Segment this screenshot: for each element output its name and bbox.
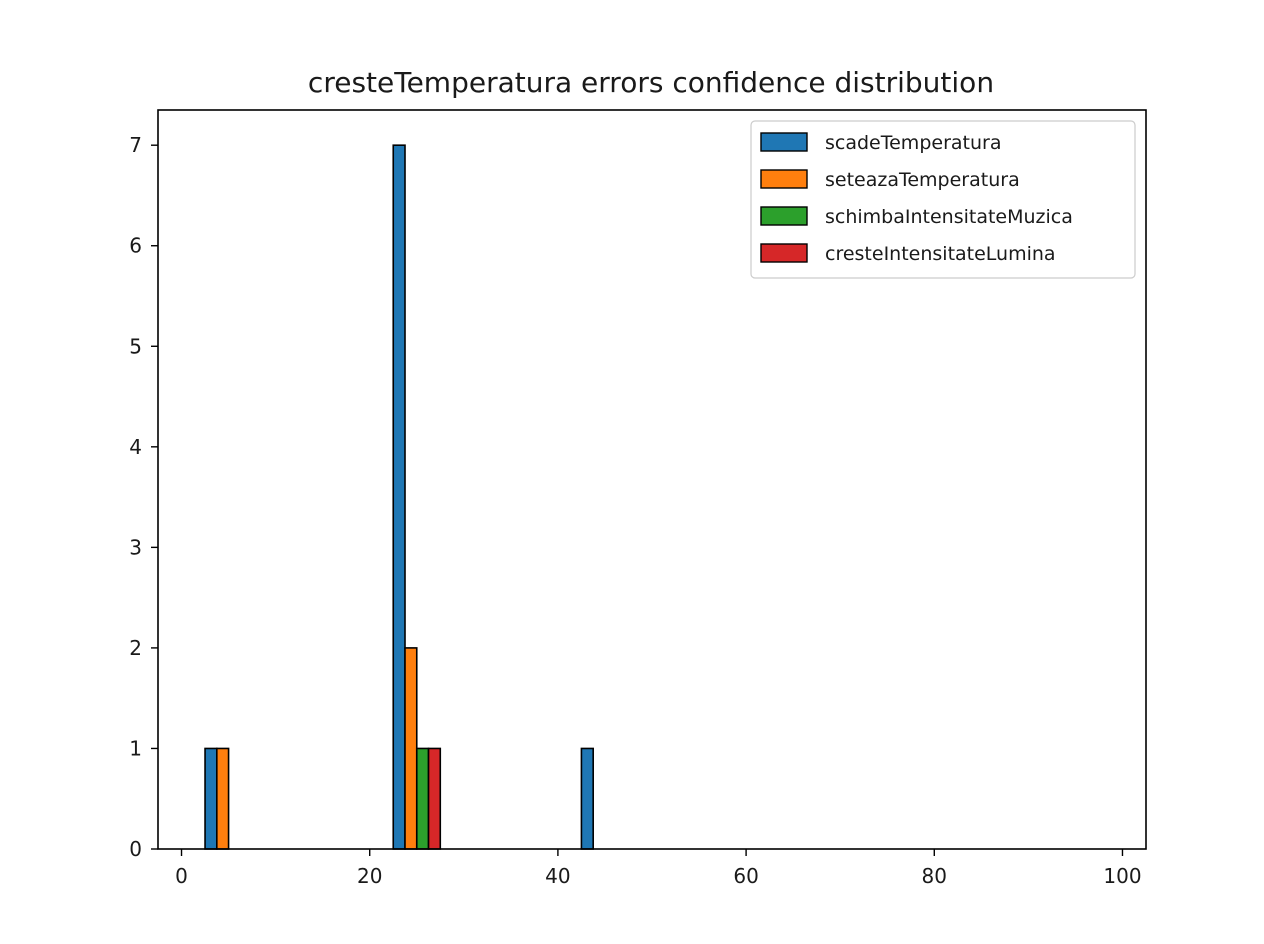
y-tick-label: 1 — [129, 736, 142, 760]
legend-label-schimbaIntensitateMuzica: schimbaIntensitateMuzica — [825, 206, 1073, 228]
legend-swatch-schimbaIntensitateMuzica — [760, 206, 808, 226]
chart-title: cresteTemperatura errors confidence dist… — [308, 66, 994, 99]
y-tick-label: 2 — [129, 636, 142, 660]
x-tick-label: 60 — [733, 864, 758, 888]
y-tick-label: 4 — [129, 435, 142, 459]
bar-cresteIntensitateLumina-20-30 — [427, 747, 442, 850]
x-axis: 0 20 40 60 80 100 — [175, 849, 1142, 888]
y-tick-label: 6 — [129, 234, 142, 258]
y-tick-label: 5 — [129, 334, 142, 358]
legend-swatch-scadeTemperatura — [760, 132, 808, 152]
y-axis: 0 1 2 3 4 5 6 7 — [129, 133, 158, 861]
plot-frame — [157, 109, 1147, 850]
legend-box — [750, 120, 1136, 279]
legend-swatch-seteazaTemperatura — [760, 169, 808, 189]
bar-seteazaTemperatura-20-30 — [404, 647, 418, 850]
bar-scadeTemperatura-0-10 — [204, 747, 218, 850]
x-tick-label: 20 — [357, 864, 382, 888]
legend: scadeTemperatura seteazaTemperatura schimb… — [750, 120, 1136, 279]
bar-scadeTemperatura-20-30 — [392, 144, 406, 850]
y-tick-label: 0 — [129, 837, 142, 861]
y-tick-label: 7 — [129, 133, 142, 157]
y-tick-label: 3 — [129, 535, 142, 559]
x-tick-label: 100 — [1103, 864, 1141, 888]
legend-label-cresteIntensitateLumina: cresteIntensitateLumina — [825, 243, 1056, 265]
bar-scadeTemperatura-40-50 — [580, 747, 594, 850]
bar-seteazaTemperatura-0-10 — [216, 747, 230, 850]
legend-label-scadeTemperatura: scadeTemperatura — [825, 132, 1001, 154]
legend-label-seteazaTemperatura: seteazaTemperatura — [825, 169, 1020, 191]
bar-schimbaIntensitateMuzica-20-30 — [415, 747, 430, 850]
x-tick-label: 0 — [175, 864, 188, 888]
legend-swatch-cresteIntensitateLumina — [760, 243, 808, 263]
x-tick-label: 80 — [922, 864, 947, 888]
x-tick-label: 40 — [545, 864, 570, 888]
